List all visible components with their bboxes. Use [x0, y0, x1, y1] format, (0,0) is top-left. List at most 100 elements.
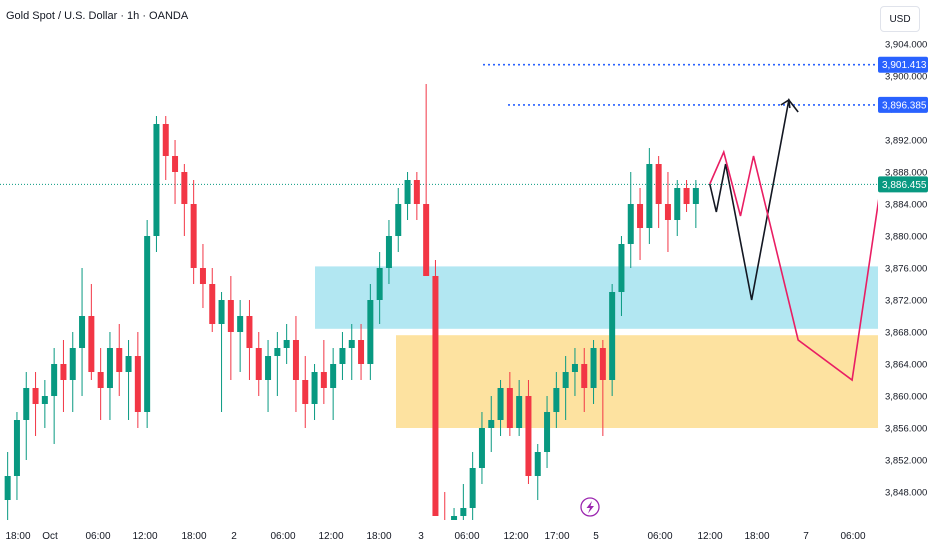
candle: [599, 340, 606, 436]
event-marker[interactable]: [580, 497, 600, 517]
candle-body: [116, 348, 123, 372]
candle: [227, 276, 234, 380]
candle-body: [646, 164, 653, 228]
candle: [451, 508, 458, 520]
candle-body: [423, 204, 430, 276]
candle: [646, 148, 653, 244]
candle: [292, 316, 299, 412]
candle-body: [60, 364, 67, 380]
candle-body: [460, 508, 467, 516]
candle: [181, 164, 188, 236]
candle: [618, 236, 625, 316]
candle: [153, 116, 160, 252]
candle-body: [627, 204, 634, 244]
candle-body: [488, 420, 495, 428]
candle: [125, 340, 132, 420]
price-badge-label: 3,901.413: [882, 60, 927, 71]
price-tick-label: 3,848.000: [885, 488, 927, 499]
candle: [106, 332, 113, 420]
candle: [544, 396, 551, 468]
candle: [246, 300, 253, 380]
price-badge-last: [878, 176, 928, 193]
time-tick-label: 06:00: [647, 531, 672, 542]
candle-body: [311, 372, 318, 404]
candle-body: [134, 356, 141, 412]
candle: [534, 444, 541, 500]
candle-body: [534, 452, 541, 476]
candle: [51, 348, 58, 444]
candle-body: [246, 316, 253, 348]
candle: [692, 180, 699, 228]
time-axis[interactable]: 18:00 Oct 06:00 12:00 18:00 2 06:00 12:00 18:00 3…: [0, 520, 878, 550]
candle: [218, 292, 225, 412]
candle: [478, 412, 485, 484]
candle-body: [544, 412, 551, 452]
candle: [283, 324, 290, 364]
price-tick-label: 3,868.000: [885, 328, 927, 339]
candle-body: [674, 188, 681, 220]
candle-body: [692, 188, 699, 204]
candle-body: [292, 340, 299, 380]
zone-supply-demand-cyan: [315, 266, 878, 329]
time-tick-label: 06:00: [85, 531, 110, 542]
candle: [683, 180, 690, 212]
candle: [13, 412, 20, 500]
price-tick-label: 3,864.000: [885, 360, 927, 371]
candle-body: [330, 364, 337, 388]
price-tick-label: 3,888.000: [885, 168, 927, 179]
candle: [590, 340, 597, 404]
candle: [69, 332, 76, 412]
candle-body: [376, 268, 383, 300]
candle-body: [227, 300, 234, 332]
candle: [199, 244, 206, 308]
price-axis[interactable]: 3,904.0003,900.0003,896.0003,892.0003,88…: [878, 0, 932, 550]
time-tick-label: 06:00: [454, 531, 479, 542]
time-tick-label: 3: [418, 531, 424, 542]
candle: [460, 484, 467, 520]
candle: [348, 324, 355, 380]
candle-body: [525, 396, 532, 476]
time-tick-label: 5: [593, 531, 599, 542]
candle-body: [637, 204, 644, 228]
candle: [358, 324, 365, 380]
candle-body: [97, 372, 104, 388]
time-tick-label: 18:00: [366, 531, 391, 542]
candle-body: [4, 476, 11, 500]
candle: [571, 348, 578, 396]
time-tick-label: 18:00: [5, 531, 30, 542]
candle-body: [237, 316, 244, 332]
candle: [404, 172, 411, 220]
candle: [423, 84, 430, 276]
candle: [190, 180, 197, 284]
price-tick-label: 3,852.000: [885, 456, 927, 467]
projection-pink-path: [709, 64, 900, 382]
candle: [237, 300, 244, 372]
zone-support-yellow: [396, 335, 878, 428]
candle-body: [265, 356, 272, 380]
price-tick-label: 3,872.000: [885, 296, 927, 307]
candle-body: [190, 204, 197, 268]
candle: [367, 284, 374, 380]
candle: [60, 340, 67, 412]
currency-button[interactable]: USD: [880, 6, 920, 32]
candle-body: [283, 340, 290, 348]
candle: [88, 284, 95, 380]
candle-body: [32, 388, 39, 404]
candle: [637, 188, 644, 260]
candle-body: [302, 380, 309, 404]
time-tick-label: 12:00: [132, 531, 157, 542]
chart-title: Gold Spot / U.S. Dollar · 1h · OANDA: [6, 10, 189, 22]
price-badge-target: [878, 96, 928, 113]
candle-body: [609, 292, 616, 380]
candle-body: [367, 300, 374, 364]
lightning-icon[interactable]: [586, 501, 595, 514]
time-tick-label: 18:00: [744, 531, 769, 542]
price-badge-target: [878, 56, 928, 73]
candle-body: [172, 156, 179, 172]
candle: [525, 380, 532, 484]
candle: [330, 348, 337, 420]
candle-body: [348, 340, 355, 348]
candle-body: [255, 348, 262, 380]
candle: [32, 372, 39, 436]
